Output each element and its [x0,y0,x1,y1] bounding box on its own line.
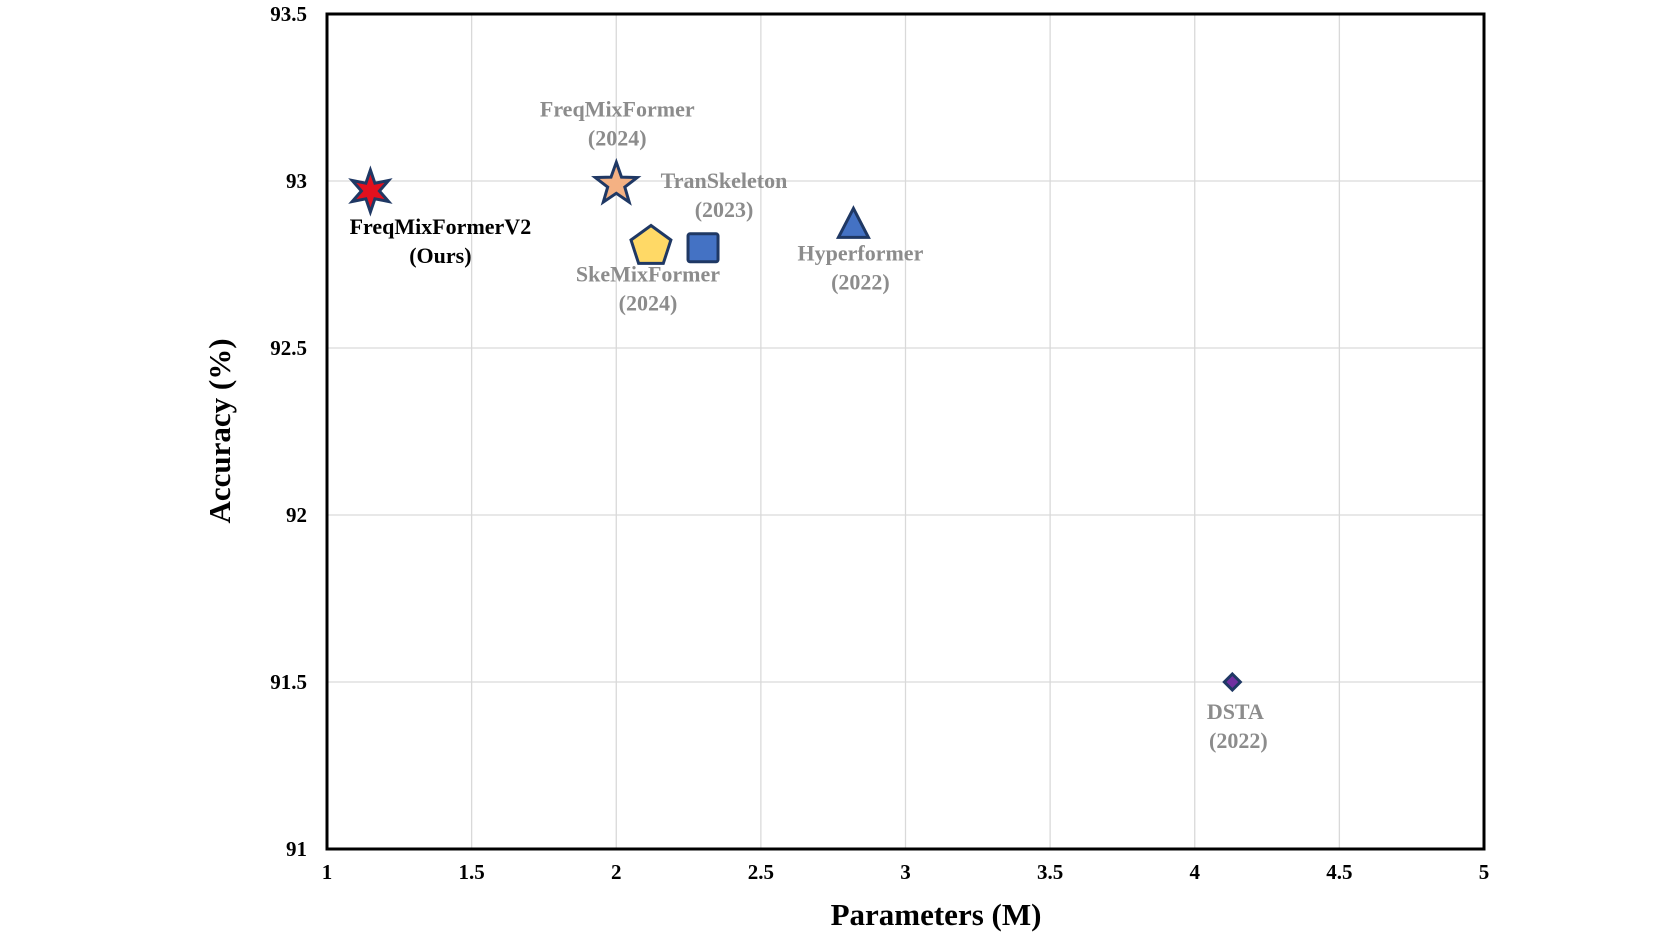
point-label-name: Hyperformer [798,240,924,265]
point-label-name: FreqMixFormer [540,96,695,121]
point-label-year: (Ours) [409,243,471,268]
x-tick-label: 2 [611,860,622,884]
y-tick-label: 92.5 [270,336,307,360]
point-hyperformer-marker [835,205,871,239]
point-label-name: FreqMixFormerV2 [350,214,532,239]
point-freqmixformer-marker [591,157,642,206]
x-tick-label: 1.5 [459,860,485,884]
x-tick-label: 2.5 [748,860,774,884]
point-transkeleton-marker [686,232,720,264]
x-tick-label: 3 [900,860,911,884]
y-tick-label: 91.5 [270,670,307,694]
data-labels: FreqMixFormerV2 (Ours) FreqMixFormer (2024)… [350,96,1268,753]
grid-lines [327,14,1484,849]
y-tick-label: 93 [286,169,307,193]
y-axis-title: Accuracy (%) [202,338,237,523]
point-dsta-marker [1222,671,1243,693]
point-label-year: (2024) [588,125,647,150]
point-label-name: TranSkeleton [661,168,788,193]
x-axis-title: Parameters (M) [831,897,1042,932]
x-tick-label: 3.5 [1037,860,1063,884]
y-tick-label: 93.5 [270,2,307,26]
point-label-year: (2023) [695,197,754,222]
point-label-year: (2024) [619,290,678,315]
point-skemixformer-marker [629,223,673,265]
point-label-name: SkeMixFormer [576,261,720,286]
point-label-year: (2022) [1209,728,1268,753]
x-tick-label: 4 [1190,860,1201,884]
tick-labels: 1 1.5 2 2.5 3 3.5 4 4.5 5 91 91.5 92 92.5 93 93.5 [270,2,1489,884]
y-tick-label: 92 [286,503,307,527]
y-tick-label: 91 [286,837,307,861]
x-tick-label: 4.5 [1326,860,1352,884]
data-points [348,157,1243,693]
point-freqmixformerv2-marker [348,165,393,217]
x-tick-label: 5 [1479,860,1490,884]
x-tick-label: 1 [322,860,333,884]
point-label-name: DSTA [1207,699,1264,724]
point-label-year: (2022) [831,269,890,294]
plot-frame [325,12,1486,851]
